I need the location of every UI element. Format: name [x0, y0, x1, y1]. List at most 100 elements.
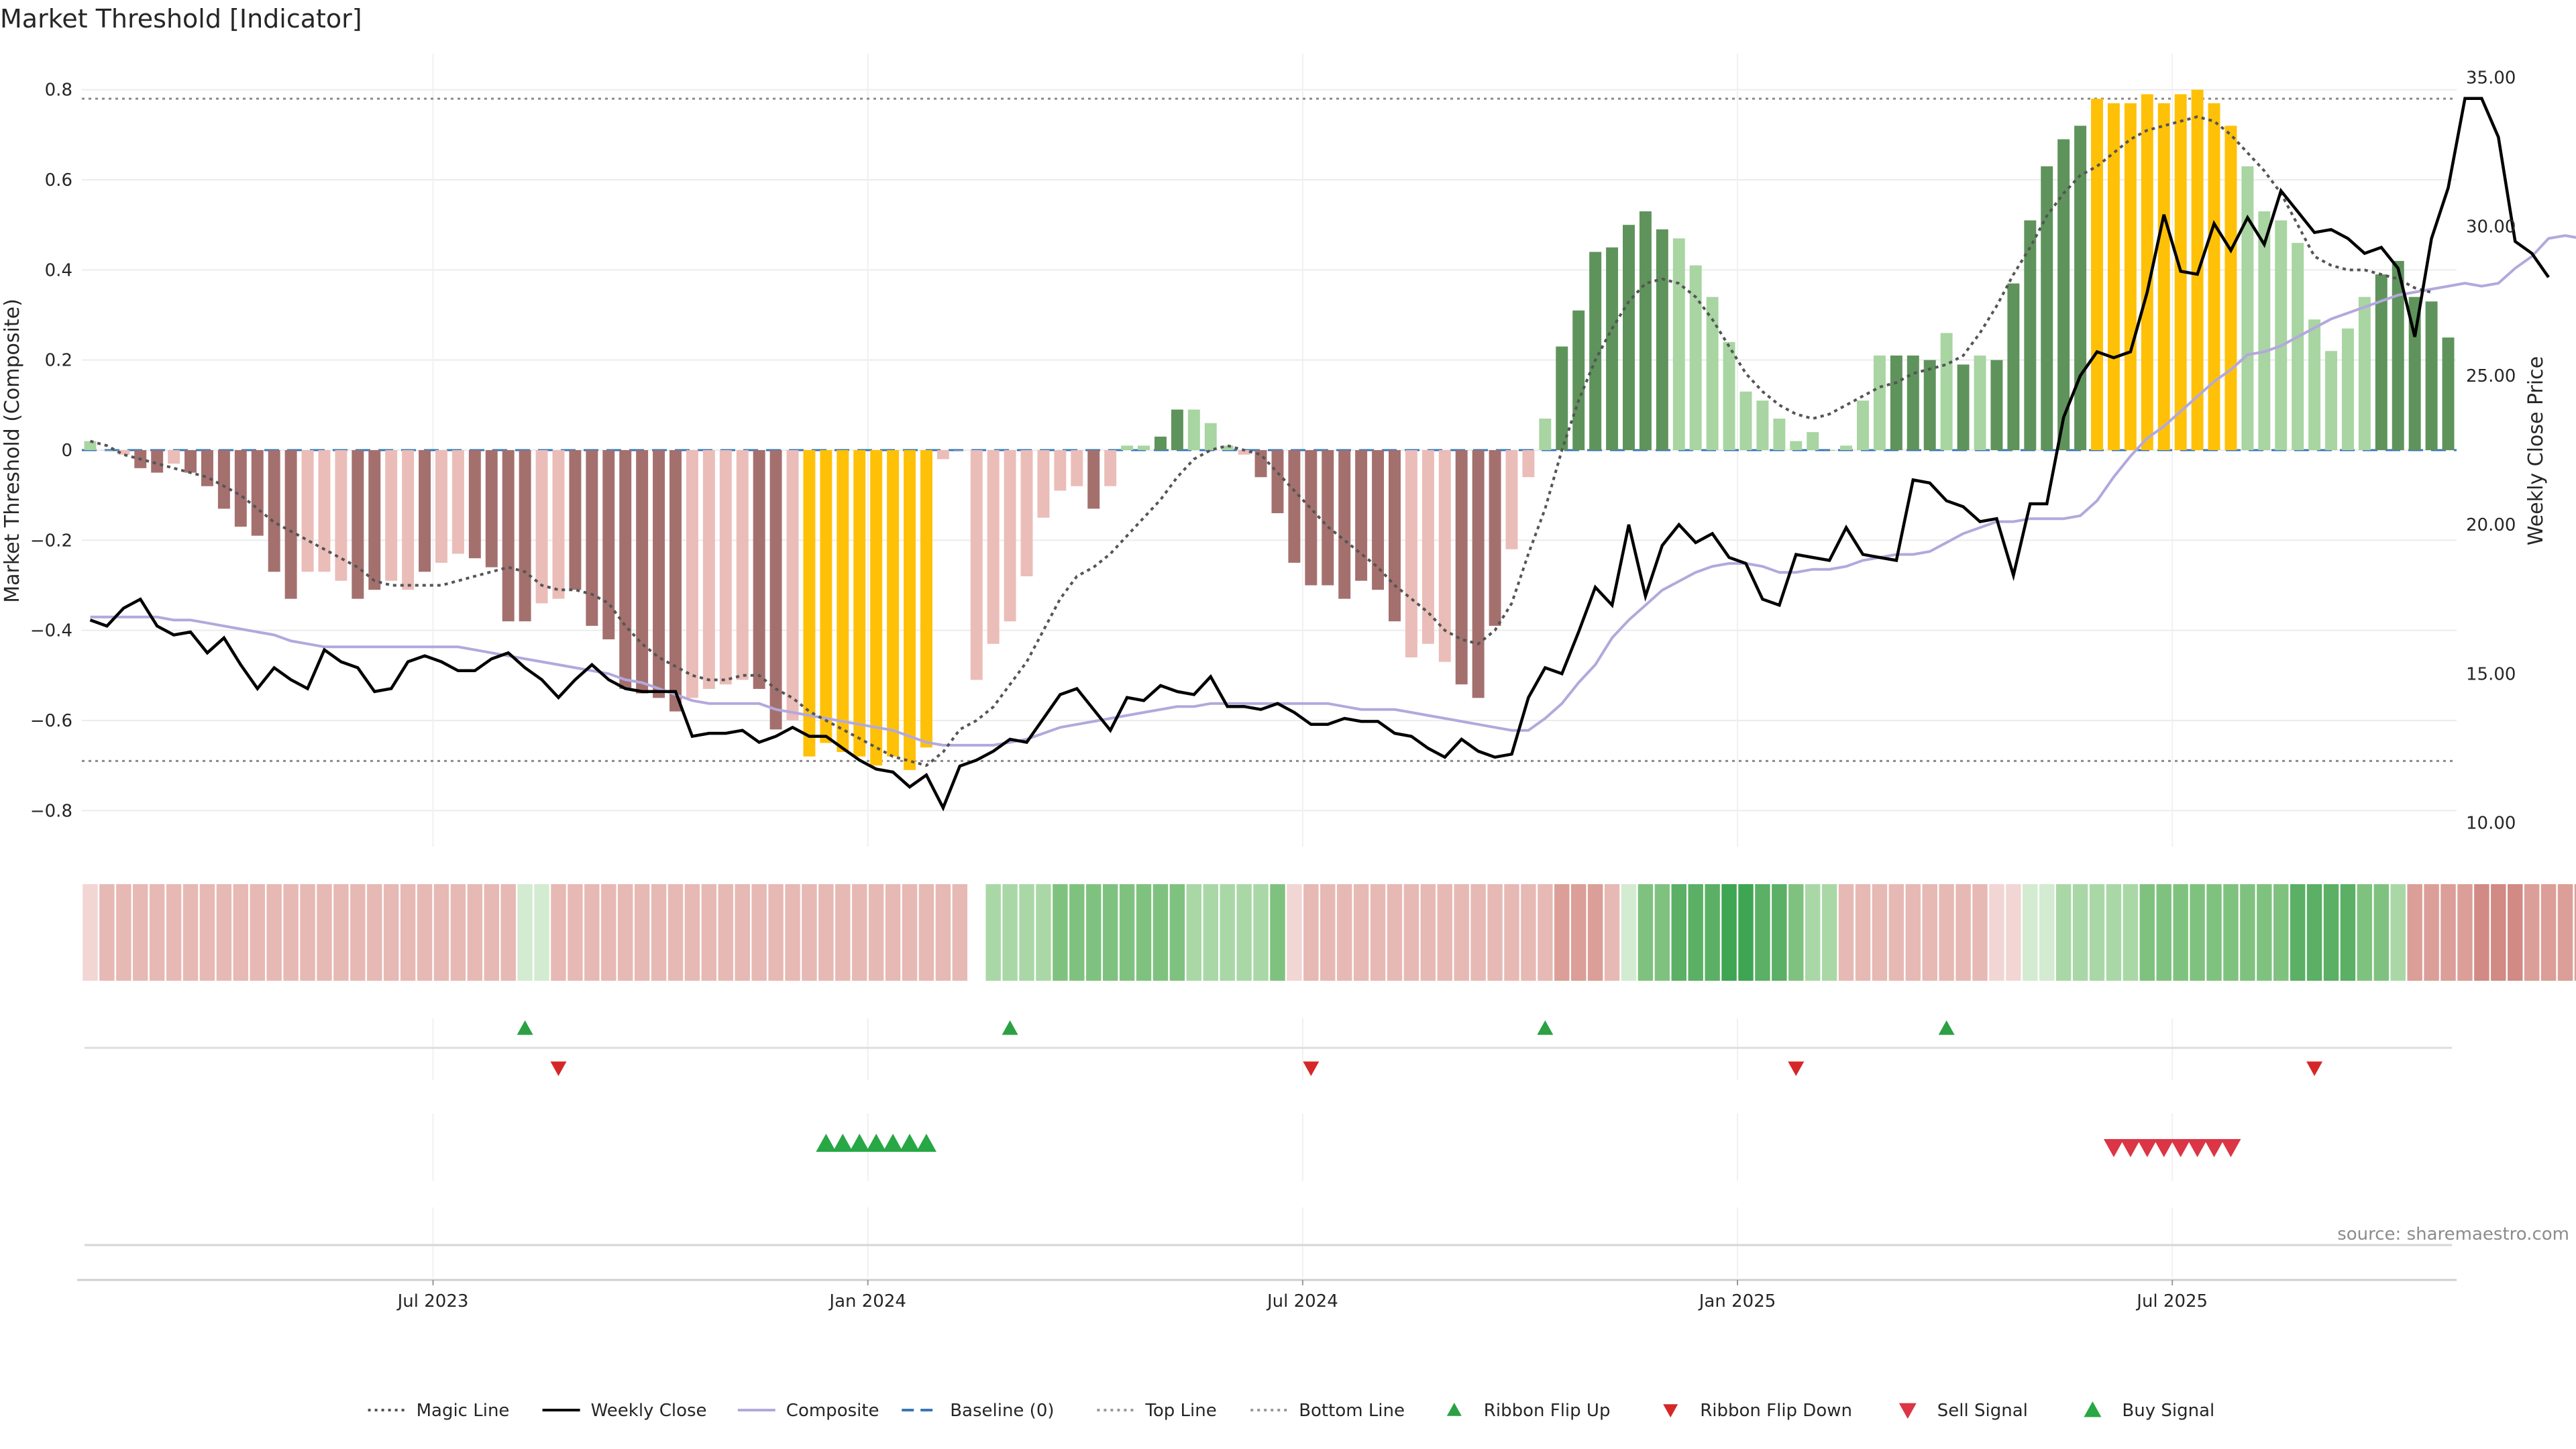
- ribbon-cell: [2390, 884, 2406, 981]
- composite-bar: [1840, 445, 1853, 450]
- composite-bar: [251, 450, 264, 536]
- composite-bar: [1505, 450, 1518, 549]
- composite-bar: [2141, 94, 2153, 450]
- ribbon-cell: [2557, 884, 2573, 981]
- ribbon-cell: [1236, 884, 1252, 981]
- buy-signal-marker: [849, 1134, 870, 1152]
- ribbon-cell: [2424, 884, 2439, 981]
- composite-bar: [1154, 436, 1167, 450]
- composite-bars: [84, 89, 2455, 770]
- composite-bar: [1823, 450, 1836, 451]
- ribbon-cell: [2574, 884, 2576, 981]
- composite-bar: [1572, 310, 1585, 450]
- composite-bar: [1421, 450, 1434, 644]
- composite-bar: [552, 450, 565, 599]
- composite-bar: [1873, 355, 1886, 450]
- ribbon-cell: [2290, 884, 2306, 981]
- ribbon-cell: [216, 884, 232, 981]
- composite-bar: [1238, 450, 1250, 455]
- ribbon-cell: [735, 884, 750, 981]
- ribbon-cell: [1805, 884, 1821, 981]
- composite-bar: [184, 450, 197, 473]
- composite-bar: [1723, 341, 1735, 450]
- ribbon-cell: [1955, 884, 1971, 981]
- ribbon-cell: [2540, 884, 2557, 981]
- composite-bar: [2308, 319, 2321, 450]
- ribbon-cell: [1136, 884, 1152, 981]
- ribbon-cell: [2156, 884, 2171, 981]
- ribbon-cell: [1972, 884, 1988, 981]
- legend-label: Weekly Close: [591, 1401, 707, 1421]
- composite-bar: [2358, 297, 2371, 450]
- ribbon-cell: [1855, 884, 1871, 981]
- composite-bar: [385, 450, 398, 581]
- left-axis-label: Market Threshold (Composite): [1, 299, 24, 603]
- ribbon-cell: [2491, 884, 2506, 981]
- legend-label: Bottom Line: [1299, 1401, 1405, 1421]
- ribbon-cell: [1487, 884, 1503, 981]
- composite-bar: [117, 450, 130, 455]
- composite-bar: [84, 441, 97, 450]
- ribbon-cell: [2373, 884, 2390, 981]
- composite-bar: [920, 450, 932, 748]
- ribbon-cell: [651, 884, 667, 981]
- composite-bar: [284, 450, 297, 599]
- composite-bar: [853, 450, 866, 757]
- signal-panels: [85, 1020, 2452, 1246]
- magic-line: [89, 115, 2432, 767]
- ribbon-cell: [1437, 884, 1452, 981]
- ribbon-cell: [835, 884, 851, 981]
- composite-bar: [1639, 211, 1652, 450]
- ribbon-cell: [83, 884, 98, 981]
- sell-signal-marker: [2170, 1139, 2191, 1157]
- ribbon-cell: [467, 884, 483, 981]
- composite-bar: [2375, 274, 2387, 450]
- ribbon-cell: [400, 884, 416, 981]
- ribbon-cell: [2474, 884, 2489, 981]
- ribbon-cell: [2123, 884, 2139, 981]
- ribbon-cell: [1036, 884, 1051, 981]
- composite-bar: [1957, 364, 1970, 450]
- ribbon-cell: [751, 884, 767, 981]
- ribbon-cell: [517, 884, 533, 981]
- x-tick-label: Jan 2024: [828, 1291, 906, 1311]
- ribbon-cell: [1788, 884, 1804, 981]
- buy-signal-marker: [866, 1134, 887, 1152]
- chart-title: Market Threshold [Indicator]: [0, 4, 362, 34]
- ribbon-cell: [2023, 884, 2038, 981]
- ribbon-cell: [701, 884, 717, 981]
- composite-bar: [1288, 450, 1301, 563]
- ribbon-cell: [1772, 884, 1787, 981]
- composite-bar: [402, 450, 415, 590]
- ribbon-cell: [1872, 884, 1888, 981]
- composite-bar: [2325, 351, 2338, 450]
- ribbon-cell: [1688, 884, 1703, 981]
- legend-label: Baseline (0): [950, 1401, 1054, 1421]
- ribbon-cell: [1738, 884, 1754, 981]
- ribbon-cell: [1069, 884, 1085, 981]
- ribbon-cell: [233, 884, 249, 981]
- sell-signal-marker: [2120, 1139, 2141, 1157]
- composite-bar: [2057, 139, 2070, 450]
- composite-bar: [602, 450, 615, 640]
- legend-item: Sell Signal: [1898, 1401, 2028, 1421]
- composite-bar: [1054, 450, 1067, 491]
- ribbon-cell: [2508, 884, 2523, 981]
- x-tick-label: Jan 2025: [1698, 1291, 1776, 1311]
- ribbon-flip-up-marker: [1002, 1020, 1018, 1035]
- ribbon-cell: [1470, 884, 1486, 981]
- ribbon-cell: [2440, 884, 2456, 981]
- composite-bar: [217, 450, 230, 509]
- left-tick-label: −0.2: [30, 531, 72, 551]
- composite-bar: [786, 450, 799, 720]
- ribbon-cell: [1989, 884, 2004, 981]
- right-tick-label: 10.00: [2466, 813, 2516, 833]
- ribbon-flip-up-marker: [1938, 1020, 1955, 1035]
- ribbon-cell: [2190, 884, 2205, 981]
- ribbon-cell: [450, 884, 466, 981]
- composite-bar: [435, 450, 447, 563]
- composite-bar: [101, 450, 113, 451]
- legend-item: Baseline (0): [902, 1401, 1055, 1421]
- ribbon-cell: [584, 884, 600, 981]
